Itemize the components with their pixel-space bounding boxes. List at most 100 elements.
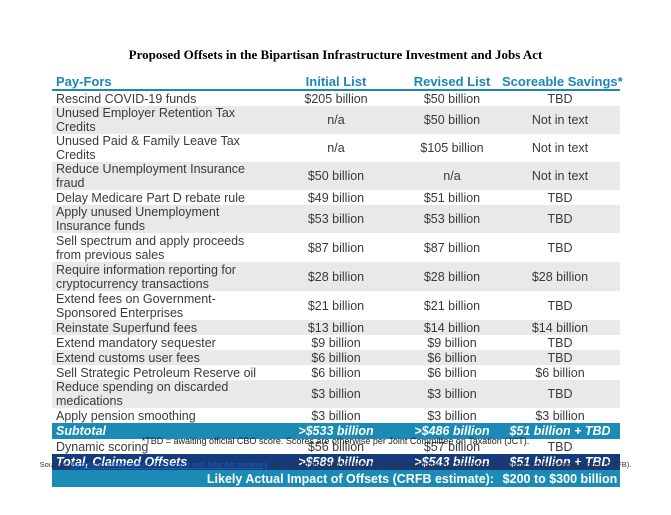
revised-list-cell: $50 billion: [404, 90, 500, 106]
label-cell: Reduce spending on discarded medications: [52, 380, 268, 408]
revised-list-cell: >$486 billion: [404, 423, 500, 439]
impact-label: Likely Actual Impact of Offsets (CRFB es…: [52, 470, 500, 487]
scoreable-savings-cell: Not in text: [500, 134, 620, 162]
initial-list-cell: >$533 billion: [268, 423, 404, 439]
initial-list-cell: $28 billion: [268, 262, 404, 291]
revised-list-cell: $14 billion: [404, 320, 500, 335]
table-row: Sell spectrum and apply proceeds from pr…: [52, 233, 620, 262]
offsets-table: Pay-Fors Initial List Revised List Score…: [52, 73, 623, 487]
table-row: Extend customs user fees $6 billion $6 bil…: [52, 350, 620, 365]
table-row: Extend mandatory sequester $9 billion $9 b…: [52, 335, 620, 350]
scoreable-savings-cell: TBD: [500, 350, 620, 365]
initial-list-cell: $50 billion: [268, 162, 404, 190]
revised-list-cell: n/a: [404, 162, 500, 190]
initial-list-cell: $9 billion: [268, 335, 404, 350]
initial-list-cell: $49 billion: [268, 190, 404, 205]
scoreable-savings-cell: $51 billion + TBD: [500, 423, 620, 439]
revised-list-cell: $28 billion: [404, 262, 500, 291]
revised-list-cell: $6 billion: [404, 365, 500, 380]
table-row: Reduce spending on discarded medications…: [52, 380, 620, 408]
scoreable-savings-cell: TBD: [500, 233, 620, 262]
scoreable-savings-cell: $3 billion: [500, 408, 620, 423]
impact-row: Likely Actual Impact of Offsets (CRFB es…: [52, 470, 620, 487]
table-row: Reduce Unemployment Insurance fraud $50 b…: [52, 162, 620, 190]
column-header-scoreable-savings: Scoreable Savings*: [500, 73, 623, 91]
subtotal-row: Subtotal >$533 billion >$486 billion $51 bi…: [52, 423, 620, 439]
column-header-initial-list: Initial List: [268, 73, 404, 91]
table-row: Require information reporting for crypto…: [52, 262, 620, 291]
table-row: Reinstate Superfund fees $13 billion $14 b…: [52, 320, 620, 335]
scoreable-savings-cell: Not in text: [500, 106, 620, 134]
revised-list-cell: >$543 billion: [404, 454, 500, 470]
label-cell: Reduce Unemployment Insurance fraud: [52, 162, 268, 190]
table-body: Rescind COVID-19 funds $205 billion $50 bi…: [52, 90, 620, 487]
column-header-pay-fors: Pay-Fors: [52, 73, 268, 91]
revised-list-cell: $53 billion: [404, 205, 500, 233]
column-header-revised-list: Revised List: [404, 73, 500, 91]
scoreable-savings-cell: $14 billion: [500, 320, 620, 335]
label-cell: Subtotal: [52, 423, 268, 439]
scoreable-savings-cell: TBD: [500, 335, 620, 350]
label-cell: Extend mandatory sequester: [52, 335, 268, 350]
label-cell: Delay Medicare Part D rebate rule: [52, 190, 268, 205]
table-row: Unused Employer Retention Tax Credits n/a…: [52, 106, 620, 134]
table-row: Sell Strategic Petroleum Reserve oil $6 b…: [52, 365, 620, 380]
table-header-row: Pay-Fors Initial List Revised List Score…: [52, 73, 623, 91]
initial-list-cell: $3 billion: [268, 408, 404, 423]
label-cell: Total, Claimed Offsets: [52, 454, 268, 470]
table-row: Rescind COVID-19 funds $205 billion $50 bi…: [52, 90, 620, 106]
revised-list-cell: $57 billion: [404, 439, 500, 454]
initial-list-cell: $13 billion: [268, 320, 404, 335]
revised-list-cell: $9 billion: [404, 335, 500, 350]
table-row: Apply pension smoothing $3 billion $3 bill…: [52, 408, 620, 423]
sources-suffix: , SA 2137 to HR 3684 bill text, JCT scor…: [267, 460, 632, 469]
revised-list-cell: $3 billion: [404, 408, 500, 423]
table-row: Delay Medicare Part D rebate rule $49 bil…: [52, 190, 620, 205]
label-cell: Dynamic scoring: [52, 439, 268, 454]
label-cell: Unused Employer Retention Tax Credits: [52, 106, 268, 134]
scoreable-savings-cell: $28 billion: [500, 262, 620, 291]
label-cell: Sell Strategic Petroleum Reserve oil: [52, 365, 268, 380]
scoreable-savings-cell: $6 billion: [500, 365, 620, 380]
sources-prefix: Sources:: [39, 460, 72, 469]
initial-list-cell: $3 billion: [268, 380, 404, 408]
dynamic-scoring-row: Dynamic scoring $56 billion $57 billion TBD: [52, 439, 620, 454]
revised-list-cell: $21 billion: [404, 291, 500, 320]
scoreable-savings-cell: TBD: [500, 439, 620, 454]
label-cell: Extend fees on Government-Sponsored Ente…: [52, 291, 268, 320]
initial-list-cell: >$589 billion: [268, 454, 404, 470]
scoreable-savings-cell: Not in text: [500, 162, 620, 190]
label-cell: Sell spectrum and apply proceeds from pr…: [52, 233, 268, 262]
label-cell: Apply unused Unemployment Insurance fund…: [52, 205, 268, 233]
page-title: Proposed Offsets in the Bipartisan Infra…: [128, 47, 543, 62]
initial-list-cell: n/a: [268, 106, 404, 134]
footnote: *TBD = awaiting official CBO score. Scor…: [141, 436, 530, 446]
initial-list-cell: $87 billion: [268, 233, 404, 262]
initial-list-cell: n/a: [268, 134, 404, 162]
revised-list-cell: $105 billion: [404, 134, 500, 162]
label-cell: Require information reporting for crypto…: [52, 262, 268, 291]
initial-list-cell: $53 billion: [268, 205, 404, 233]
summary-link[interactable]: Bipartisan Infrastructure Investment and…: [71, 460, 268, 469]
table-row: Apply unused Unemployment Insurance fund…: [52, 205, 620, 233]
label-cell: Rescind COVID-19 funds: [52, 90, 268, 106]
label-cell: Apply pension smoothing: [52, 408, 268, 423]
label-cell: Unused Paid & Family Leave Tax Credits: [52, 134, 268, 162]
initial-list-cell: $205 billion: [268, 90, 404, 106]
scoreable-savings-cell: TBD: [500, 380, 620, 408]
scoreable-savings-cell: TBD: [500, 190, 620, 205]
total-row: Total, Claimed Offsets >$589 billion >$543…: [52, 454, 620, 470]
scoreable-savings-cell: $51 billion + TBD: [500, 454, 620, 470]
label-cell: Reinstate Superfund fees: [52, 320, 268, 335]
initial-list-cell: $56 billion: [268, 439, 404, 454]
initial-list-cell: $6 billion: [268, 350, 404, 365]
scoreable-savings-cell: TBD: [500, 291, 620, 320]
scoreable-savings-cell: TBD: [500, 205, 620, 233]
revised-list-cell: $6 billion: [404, 350, 500, 365]
revised-list-cell: $87 billion: [404, 233, 500, 262]
revised-list-cell: $51 billion: [404, 190, 500, 205]
revised-list-cell: $50 billion: [404, 106, 500, 134]
scoreable-savings-cell: TBD: [500, 90, 620, 106]
revised-list-cell: $3 billion: [404, 380, 500, 408]
initial-list-cell: $21 billion: [268, 291, 404, 320]
